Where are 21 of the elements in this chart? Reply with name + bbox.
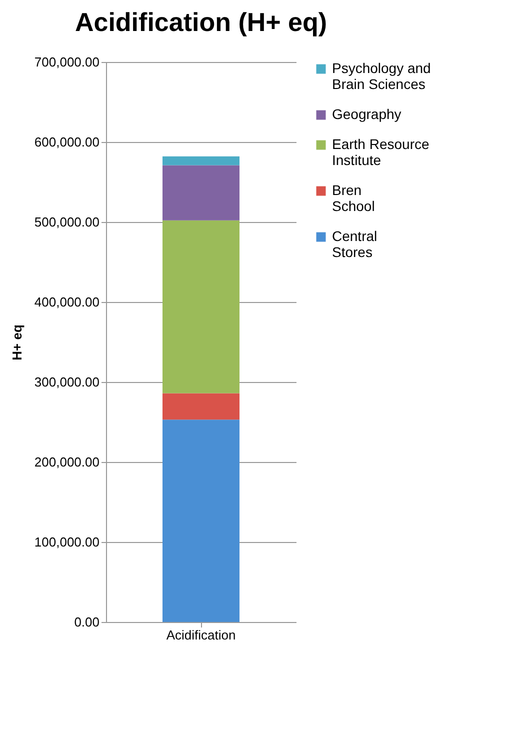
legend-label: Bren School (332, 182, 375, 214)
bar (162, 156, 240, 166)
legend-label: Earth Resource Institute (332, 136, 430, 168)
bar (162, 220, 240, 394)
x-tick-label: Acidification (166, 628, 236, 642)
y-tick-label: 700,000.00 (34, 54, 100, 70)
y-axis-title: H+ eq (9, 324, 24, 360)
bar (162, 165, 240, 220)
chart-title: Acidification (H+ eq) (74, 7, 328, 37)
legend-label: Geography (332, 106, 402, 122)
legend-label: Psychology and Brain Sciences (332, 60, 431, 92)
y-tick-label: 100,000.00 (34, 534, 100, 550)
y-tick-label: 500,000.00 (34, 214, 100, 230)
y-tick-label: 200,000.00 (34, 454, 100, 470)
y-tick-label: 600,000.00 (34, 134, 100, 150)
bar (162, 393, 240, 420)
bar (162, 420, 240, 622)
legend-label: Central Stores (332, 228, 378, 260)
y-tick-label: 300,000.00 (34, 374, 100, 390)
y-tick-label: 400,000.00 (34, 294, 100, 310)
y-tick-label: 0.00 (74, 614, 100, 630)
